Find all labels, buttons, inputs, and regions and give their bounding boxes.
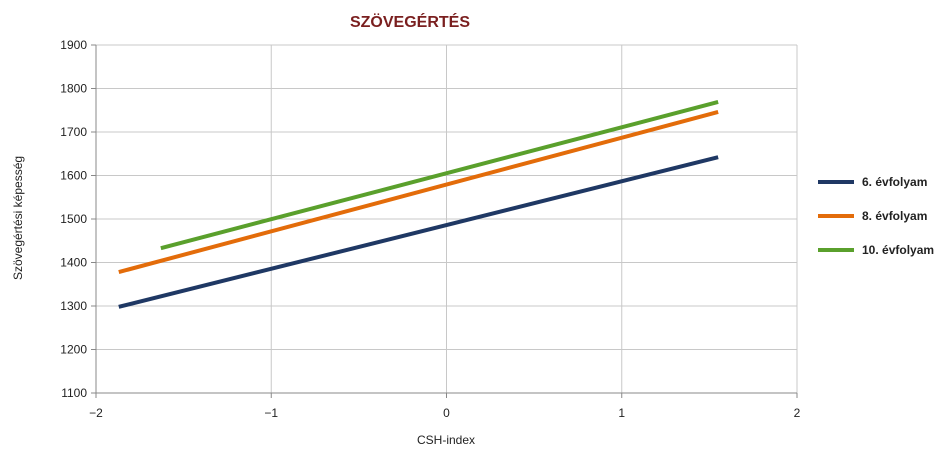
- y-tick-label: 1600: [60, 169, 87, 183]
- y-tick-label: 1800: [60, 82, 87, 96]
- x-tick-label: −1: [264, 406, 278, 420]
- y-tick-label: 1200: [60, 343, 87, 357]
- y-tick-label: 1300: [60, 299, 87, 313]
- y-tick-label: 1900: [60, 38, 87, 52]
- x-tick-label: −2: [89, 406, 103, 420]
- grid: [95, 44, 798, 394]
- chart-title: SZÖVEGÉRTÉS: [350, 12, 470, 31]
- series-line-2: [118, 110, 719, 275]
- series-line-3: [160, 100, 719, 251]
- y-tick-label: 1500: [60, 212, 87, 226]
- y-tick-label: 1400: [60, 256, 87, 270]
- legend: 6. évfolyam 8. évfolyam 10. évfolyam: [818, 175, 934, 257]
- legend-label-3: 10. évfolyam: [862, 243, 934, 257]
- x-tick-label: 1: [618, 406, 625, 420]
- x-tick-label: 2: [794, 406, 801, 420]
- x-tick-label: 0: [443, 406, 450, 420]
- y-axis-ticks: 1100 1200 1300 1400 1500 1600 1700 1800 1900: [60, 38, 96, 400]
- y-tick-label: 1100: [61, 386, 87, 400]
- y-tick-label: 1700: [60, 125, 87, 139]
- x-axis-label: CSH-index: [417, 433, 475, 447]
- x-axis-ticks: −2 −1 0 1 2: [89, 393, 801, 420]
- y-axis-label: Szövegértési képesség: [11, 156, 25, 280]
- legend-label-1: 6. évfolyam: [862, 175, 927, 189]
- legend-label-2: 8. évfolyam: [862, 209, 927, 223]
- series-line-1: [118, 155, 719, 309]
- series-group: [118, 100, 719, 309]
